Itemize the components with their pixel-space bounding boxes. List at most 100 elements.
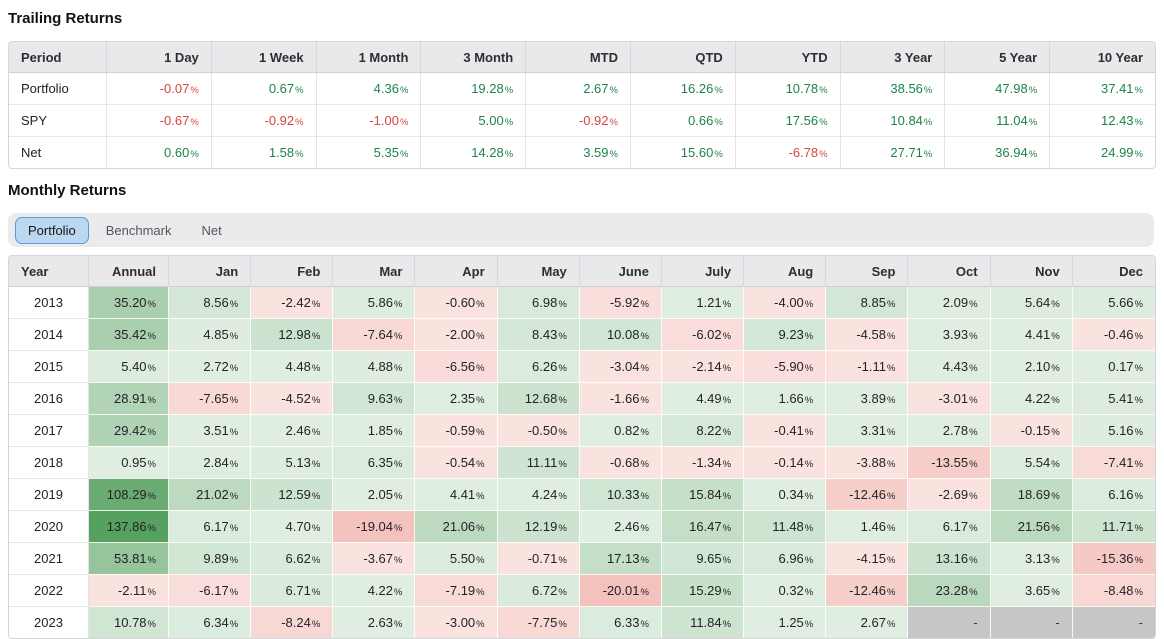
period-label: Net xyxy=(9,136,107,168)
year-cell: 2014 xyxy=(9,318,89,350)
monthly-returns-tabs: Portfolio Benchmark Net xyxy=(8,213,1154,247)
column-header: July xyxy=(661,256,745,287)
month-value-cell: 3.13% xyxy=(990,542,1073,574)
month-value-cell: 21.06% xyxy=(415,510,498,542)
annual-value-cell: 10.78% xyxy=(89,606,169,638)
column-header: June xyxy=(579,256,662,287)
month-value-cell: -13.55% xyxy=(908,446,991,478)
trailing-value-cell: -0.67% xyxy=(107,104,212,136)
trailing-value-cell: 17.56% xyxy=(735,104,841,136)
column-header: 10 Year xyxy=(1050,42,1155,73)
column-header: Annual xyxy=(89,256,169,287)
month-value-cell: 4.22% xyxy=(333,574,416,606)
month-value-cell: 9.65% xyxy=(661,542,745,574)
month-value-cell: -0.50% xyxy=(497,414,580,446)
month-value-cell: - xyxy=(990,606,1073,638)
year-cell: 2022 xyxy=(9,574,89,606)
month-value-cell: 2.05% xyxy=(333,478,416,510)
period-label: SPY xyxy=(9,104,107,136)
month-value-cell: -4.00% xyxy=(744,287,827,318)
month-value-cell: 11.84% xyxy=(661,606,745,638)
month-value-cell: -7.64% xyxy=(333,318,416,350)
month-value-cell: -4.15% xyxy=(826,542,909,574)
annual-value-cell: 28.91% xyxy=(89,382,169,414)
column-header: Apr xyxy=(415,256,498,287)
month-value-cell: 8.85% xyxy=(826,287,909,318)
trailing-value-cell: -1.00% xyxy=(316,104,422,136)
month-value-cell: -15.36% xyxy=(1072,542,1155,574)
month-value-cell: -12.46% xyxy=(826,574,909,606)
month-value-cell: 1.25% xyxy=(744,606,827,638)
month-value-cell: 9.23% xyxy=(744,318,827,350)
month-value-cell: -6.17% xyxy=(169,574,252,606)
month-value-cell: 4.85% xyxy=(169,318,252,350)
month-value-cell: - xyxy=(908,606,991,638)
trailing-value-cell: 3.59% xyxy=(526,136,631,168)
monthly-row: 2019 108.29% 21.02% 12.59% 2.05% 4.41% 4.24% 10… xyxy=(9,478,1155,510)
tab-net[interactable]: Net xyxy=(201,222,222,238)
month-value-cell: -0.54% xyxy=(415,446,498,478)
column-header: MTD xyxy=(526,42,631,73)
month-value-cell: -1.11% xyxy=(826,350,909,382)
column-header: 3 Month xyxy=(421,42,527,73)
tab-benchmark[interactable]: Benchmark xyxy=(105,222,172,238)
monthly-row: 2021 53.81% 9.89% 6.62% -3.67% 5.50% -0.71% 17.… xyxy=(9,542,1155,574)
monthly-row: 2018 0.95% 2.84% 5.13% 6.35% -0.54% 11.11% -0.6… xyxy=(9,446,1155,478)
month-value-cell: 21.56% xyxy=(990,510,1073,542)
annual-value-cell: 35.20% xyxy=(89,287,169,318)
column-header: 1 Month xyxy=(316,42,422,73)
month-value-cell: 6.17% xyxy=(908,510,991,542)
trailing-value-cell: 16.26% xyxy=(631,73,736,104)
tab-portfolio[interactable]: Portfolio xyxy=(15,216,89,244)
monthly-row: 2015 5.40% 2.72% 4.48% 4.88% -6.56% 6.26% -3.04… xyxy=(9,350,1155,382)
month-value-cell: -0.15% xyxy=(990,414,1073,446)
column-header: Year xyxy=(9,256,89,287)
trailing-value-cell: 12.43% xyxy=(1050,104,1155,136)
month-value-cell: -6.56% xyxy=(415,350,498,382)
month-value-cell: -7.19% xyxy=(415,574,498,606)
month-value-cell: 8.22% xyxy=(661,414,745,446)
month-value-cell: 4.48% xyxy=(251,350,334,382)
month-value-cell: 0.32% xyxy=(744,574,827,606)
month-value-cell: 11.11% xyxy=(497,446,580,478)
month-value-cell: -7.65% xyxy=(169,382,252,414)
month-value-cell: 3.51% xyxy=(169,414,252,446)
month-value-cell: 18.69% xyxy=(990,478,1073,510)
header-row: Period 1 Day 1 Week 1 Month 3 Month MTD QTD YTD… xyxy=(9,42,1155,73)
trailing-row: Portfolio -0.07% 0.67% 4.36% 19.28% 2.67% 16.2… xyxy=(9,73,1155,104)
monthly-row: 2017 29.42% 3.51% 2.46% 1.85% -0.59% -0.50% 0.8… xyxy=(9,414,1155,446)
column-header: YTD xyxy=(735,42,841,73)
header-row: Year Annual Jan Feb Mar Apr May June July Aug Sep O… xyxy=(9,256,1155,287)
period-label: Portfolio xyxy=(9,73,107,104)
month-value-cell: -0.71% xyxy=(497,542,580,574)
monthly-row: 2013 35.20% 8.56% -2.42% 5.86% -0.60% 6.98% -5.… xyxy=(9,287,1155,318)
month-value-cell: 5.41% xyxy=(1072,382,1155,414)
trailing-value-cell: 14.28% xyxy=(421,136,527,168)
month-value-cell: 4.41% xyxy=(990,318,1073,350)
month-value-cell: 6.98% xyxy=(497,287,580,318)
month-value-cell: 2.72% xyxy=(169,350,252,382)
trailing-value-cell: 0.67% xyxy=(212,73,317,104)
month-value-cell: 2.63% xyxy=(333,606,416,638)
trailing-value-cell: 24.99% xyxy=(1050,136,1155,168)
month-value-cell: 6.35% xyxy=(333,446,416,478)
month-value-cell: 6.33% xyxy=(579,606,662,638)
month-value-cell: 2.10% xyxy=(990,350,1073,382)
trailing-value-cell: 47.98% xyxy=(945,73,1051,104)
month-value-cell: -4.52% xyxy=(251,382,334,414)
month-value-cell: 10.33% xyxy=(579,478,662,510)
month-value-cell: 2.67% xyxy=(826,606,909,638)
month-value-cell: 4.70% xyxy=(251,510,334,542)
month-value-cell: -0.46% xyxy=(1072,318,1155,350)
column-header: Feb xyxy=(251,256,334,287)
month-value-cell: 6.96% xyxy=(744,542,827,574)
month-value-cell: 6.34% xyxy=(169,606,252,638)
month-value-cell: 1.66% xyxy=(744,382,827,414)
month-value-cell: 1.46% xyxy=(826,510,909,542)
monthly-returns-table: Year Annual Jan Feb Mar Apr May June July Aug Sep O… xyxy=(8,255,1156,639)
column-header: 3 Year xyxy=(840,42,946,73)
month-value-cell: 4.22% xyxy=(990,382,1073,414)
month-value-cell: -8.48% xyxy=(1072,574,1155,606)
monthly-table-head: Year Annual Jan Feb Mar Apr May June July Aug Sep O… xyxy=(9,256,1155,287)
